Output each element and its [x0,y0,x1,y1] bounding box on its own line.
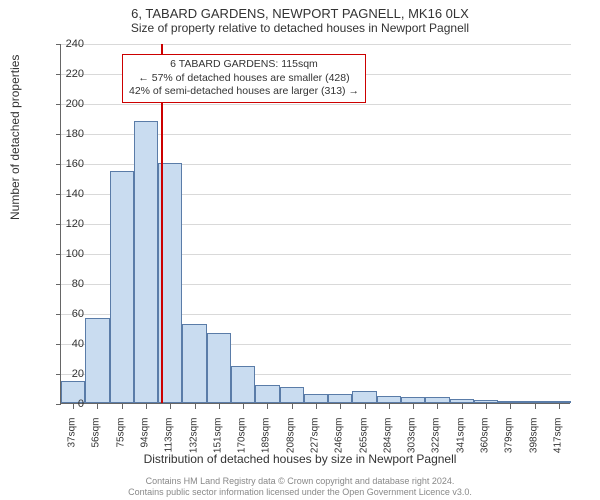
footer-credits: Contains HM Land Registry data © Crown c… [0,476,600,498]
xtick-mark [365,404,366,409]
histogram-bar [328,394,352,403]
histogram-bar [522,401,546,403]
gridline [61,44,571,45]
xtick-mark [486,404,487,409]
xtick-label: 56sqm [91,418,102,468]
histogram-bar [547,401,571,403]
xtick-label: 246sqm [334,418,345,468]
histogram-bar [231,366,255,404]
ytick-label: 180 [44,128,84,140]
histogram-bar [401,397,425,403]
xtick-mark [243,404,244,409]
footer-line1: Contains HM Land Registry data © Crown c… [0,476,600,487]
xtick-label: 227sqm [310,418,321,468]
xtick-label: 360sqm [480,418,491,468]
ytick-label: 80 [44,278,84,290]
xtick-label: 75sqm [115,418,126,468]
ytick-label: 240 [44,38,84,50]
xtick-label: 151sqm [212,418,223,468]
histogram-bar [474,400,498,403]
xtick-mark [413,404,414,409]
xtick-label: 189sqm [261,418,272,468]
ytick-label: 40 [44,338,84,350]
y-axis-label: Number of detached properties [8,55,22,220]
ytick-label: 220 [44,68,84,80]
xtick-mark [340,404,341,409]
xtick-label: 265sqm [358,418,369,468]
footer-line2: Contains public sector information licen… [0,487,600,498]
xtick-label: 379sqm [504,418,515,468]
xtick-mark [97,404,98,409]
xtick-label: 208sqm [285,418,296,468]
histogram-bar [85,318,109,404]
histogram-bar [498,401,522,403]
xtick-mark [170,404,171,409]
histogram-bar [425,397,449,403]
xtick-label: 94sqm [140,418,151,468]
xtick-label: 303sqm [407,418,418,468]
xtick-mark [535,404,536,409]
xtick-label: 132sqm [188,418,199,468]
histogram-bar [304,394,328,403]
ytick-label: 20 [44,368,84,380]
chart-area: 6 TABARD GARDENS: 115sqm ← 57% of detach… [60,44,570,404]
histogram-bar [280,387,304,404]
ytick-label: 0 [44,398,84,410]
xtick-mark [195,404,196,409]
xtick-mark [462,404,463,409]
xtick-label: 341sqm [455,418,466,468]
xtick-mark [510,404,511,409]
histogram-bar [352,391,376,403]
histogram-bar [134,121,158,403]
annotation-line1: 6 TABARD GARDENS: 115sqm [129,58,359,72]
annotation-box: 6 TABARD GARDENS: 115sqm ← 57% of detach… [122,54,366,103]
xtick-mark [292,404,293,409]
xtick-label: 284sqm [382,418,393,468]
xtick-mark [437,404,438,409]
annotation-line3: 42% of semi-detached houses are larger (… [129,85,359,99]
xtick-mark [389,404,390,409]
histogram-bar [450,399,474,404]
xtick-mark [122,404,123,409]
ytick-label: 120 [44,218,84,230]
ytick-label: 200 [44,98,84,110]
xtick-mark [559,404,560,409]
ytick-label: 160 [44,158,84,170]
ytick-label: 140 [44,188,84,200]
histogram-bar [110,171,134,404]
annotation-line2: ← 57% of detached houses are smaller (42… [129,72,359,86]
xtick-label: 170sqm [237,418,248,468]
xtick-mark [267,404,268,409]
xtick-label: 322sqm [431,418,442,468]
xtick-label: 417sqm [552,418,563,468]
xtick-mark [219,404,220,409]
xtick-mark [316,404,317,409]
histogram-bar [255,385,279,403]
xtick-label: 113sqm [164,418,175,468]
gridline [61,104,571,105]
xtick-label: 398sqm [528,418,539,468]
xtick-mark [146,404,147,409]
title-address: 6, TABARD GARDENS, NEWPORT PAGNELL, MK16… [0,0,600,21]
title-subtitle: Size of property relative to detached ho… [0,21,600,39]
xtick-label: 37sqm [67,418,78,468]
histogram-bar [182,324,206,404]
ytick-label: 60 [44,308,84,320]
ytick-label: 100 [44,248,84,260]
histogram-bar [207,333,231,404]
histogram-bar [377,396,401,404]
